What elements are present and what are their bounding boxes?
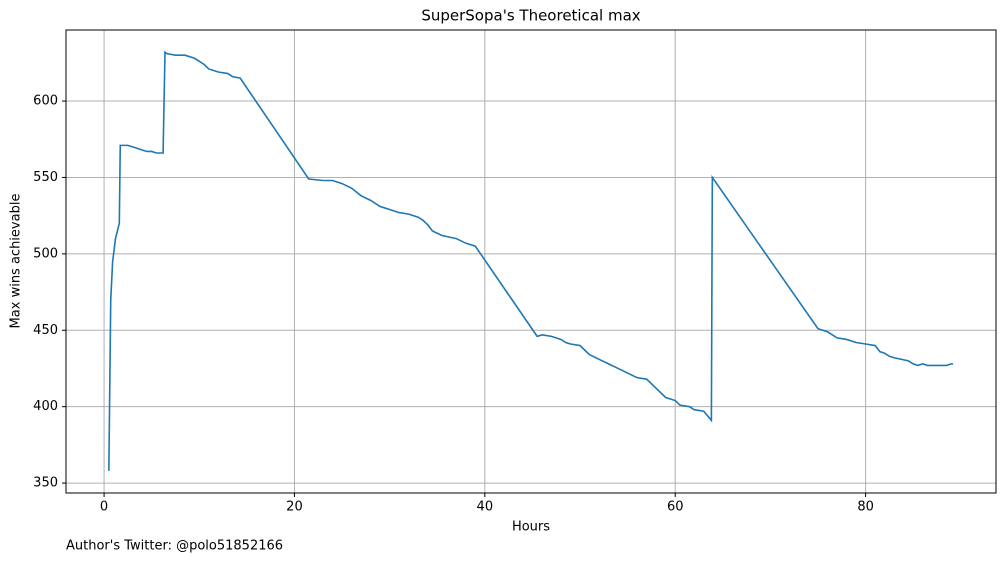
y-tick-label: 450 [33,323,58,338]
y-tick-label: 600 [33,94,58,109]
x-axis-label: Hours [512,520,550,535]
plot-frame [65,29,997,494]
y-tick-label: 350 [33,476,58,491]
y-tick-label: 550 [33,170,58,185]
data-line [108,50,954,471]
chart-title: SuperSopa's Theoretical max [421,7,640,25]
x-tick-label: 0 [100,500,108,515]
y-tick-label: 400 [33,399,58,414]
footnote: Author's Twitter: @polo51852166 [66,539,283,554]
y-tick-label: 500 [33,246,58,261]
x-tick-label: 40 [477,500,494,515]
x-tick-label: 60 [667,500,684,515]
y-axis-label: Max wins achievable [9,194,24,329]
x-tick-label: 20 [286,500,303,515]
x-tick-label: 80 [857,500,874,515]
